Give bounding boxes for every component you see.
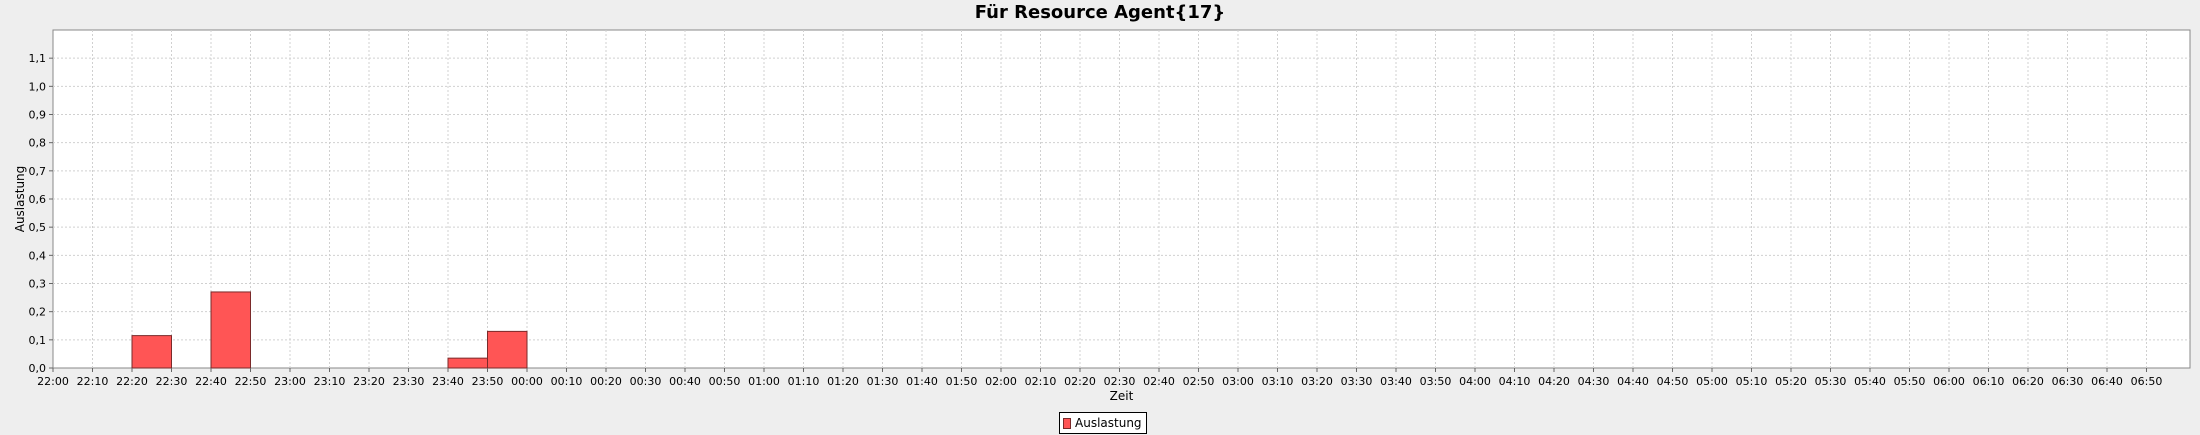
bar [447,357,488,369]
y-axis-label: Auslastung [13,166,27,233]
y-tick-label: 0,8 [29,137,47,150]
legend-swatch [1063,417,1071,429]
x-tick-label: 22:00 [37,375,69,388]
x-tick-label: 23:30 [393,375,425,388]
x-axis-label: Zeit [1110,389,1134,403]
x-tick-label: 03:20 [1301,375,1333,388]
x-tick-label: 22:20 [116,375,148,388]
x-tick-label: 23:10 [314,375,346,388]
x-tick-label: 22:30 [156,375,188,388]
x-tick-label: 01:00 [748,375,780,388]
x-tick-label: 00:40 [669,375,701,388]
x-tick-label: 02:30 [1104,375,1136,388]
x-tick-label: 02:00 [985,375,1017,388]
x-tick-label: 00:10 [551,375,583,388]
x-tick-label: 04:30 [1578,375,1610,388]
x-tick-label: 03:40 [1380,375,1412,388]
x-tick-label: 02:50 [1183,375,1215,388]
y-tick-label: 0,0 [29,362,47,375]
y-tick-label: 1,1 [29,52,47,65]
x-tick-label: 23:40 [432,375,464,388]
x-tick-label: 04:00 [1459,375,1491,388]
x-tick-label: 06:10 [1973,375,2005,388]
x-tick-label: 02:10 [1025,375,1057,388]
x-tick-label: 04:40 [1617,375,1649,388]
x-tick-label: 06:50 [2131,375,2163,388]
y-tick-label: 1,0 [29,80,47,93]
x-tick-label: 23:50 [472,375,504,388]
x-tick-label: 01:30 [867,375,899,388]
x-tick-label: 04:10 [1499,375,1531,388]
bar [131,335,172,369]
x-tick-label: 04:20 [1538,375,1570,388]
y-tick-label: 0,7 [29,165,47,178]
x-tick-label: 01:10 [788,375,820,388]
legend: Auslastung [1059,412,1147,434]
x-tick-label: 01:20 [827,375,859,388]
bar [210,291,251,369]
x-tick-label: 00:20 [590,375,622,388]
x-tick-label: 03:30 [1341,375,1373,388]
x-tick-label: 05:40 [1854,375,1886,388]
x-tick-label: 03:00 [1222,375,1254,388]
bar [487,330,528,369]
y-tick-label: 0,4 [29,249,47,262]
y-tick-label: 0,2 [29,306,47,319]
x-tick-label: 00:00 [511,375,543,388]
x-tick-label: 06:00 [1933,375,1965,388]
legend-label: Auslastung [1075,416,1142,430]
x-tick-label: 22:10 [77,375,109,388]
x-tick-label: 05:30 [1815,375,1847,388]
x-tick-label: 05:50 [1894,375,1926,388]
x-tick-label: 01:50 [946,375,978,388]
x-tick-label: 06:30 [2052,375,2084,388]
x-axis-ticks: 22:00 22:10 22:20 22:30 22:40 22:50 23:00 23:10… [37,368,2162,388]
x-tick-label: 22:50 [235,375,267,388]
y-tick-label: 0,9 [29,109,47,122]
x-tick-label: 05:20 [1775,375,1807,388]
y-tick-label: 0,1 [29,334,47,347]
x-tick-label: 23:20 [353,375,385,388]
x-tick-label: 02:40 [1143,375,1175,388]
x-tick-label: 03:50 [1420,375,1452,388]
x-tick-label: 05:10 [1736,375,1768,388]
x-tick-label: 02:20 [1064,375,1096,388]
y-tick-label: 0,6 [29,193,47,206]
y-tick-label: 0,5 [29,221,47,234]
x-tick-label: 22:40 [195,375,227,388]
y-axis-ticks: 0,0 0,1 0,2 0,3 0,4 0,5 0,6 0,7 0,8 0,9 1,0 1,1 [29,52,53,375]
gridlines [53,30,2190,368]
bars [131,291,528,369]
x-tick-label: 05:00 [1696,375,1728,388]
x-tick-label: 00:50 [709,375,741,388]
x-tick-label: 06:40 [2091,375,2123,388]
x-tick-label: 01:40 [906,375,938,388]
x-tick-label: 04:50 [1657,375,1689,388]
x-tick-label: 06:20 [2012,375,2044,388]
x-tick-label: 23:00 [274,375,306,388]
x-tick-label: 00:30 [630,375,662,388]
x-tick-label: 03:10 [1262,375,1294,388]
y-tick-label: 0,3 [29,278,47,291]
chart-title: Für Resource Agent{17} [974,2,1226,23]
chart: 0,0 0,1 0,2 0,3 0,4 0,5 0,6 0,7 0,8 0,9 1,0 1,1 22:… [13,29,2191,403]
